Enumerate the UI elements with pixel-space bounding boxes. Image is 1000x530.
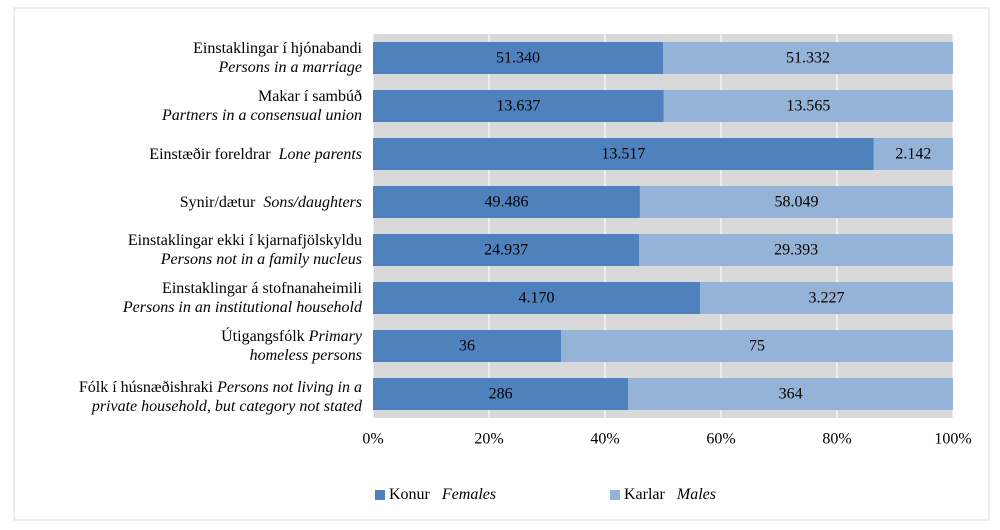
bar [373,90,664,122]
bar [873,138,953,170]
bar [639,186,953,218]
category-name: Fólk í húsnæðishraki [78,379,214,396]
data-label: 13.517 [601,146,645,163]
legend-label: Karlar Males [624,486,716,503]
bar [373,186,640,218]
category-name: Útigangsfólk [221,328,305,345]
bar [561,330,953,362]
x-tick-label: 100% [934,431,971,448]
category-name-en: Lone parents [278,145,362,163]
data-label: 13.565 [786,98,830,115]
x-tick-label: 60% [706,431,735,448]
data-label: 286 [489,386,513,403]
category-name-en: Persons not in a family nucleus [160,251,362,268]
category-name: Einstæðir foreldrar [149,145,271,163]
category-label: Útigangsfólk Primary homeless persons [172,322,362,370]
category-name: Einstaklingar ekki í kjarnafjölskyldu [127,232,362,249]
bar [628,378,953,410]
category-label: Makar í sambúð Partners in a consensual … [162,82,362,130]
category-name: Einstaklingar í hjónabandi [193,40,362,57]
data-label: 75 [749,338,765,355]
data-label: 2.142 [895,146,931,163]
category-label: Einstaklingar á stofnanaheimili Persons … [123,274,362,322]
data-label: 51.340 [496,50,540,67]
category-name: Synir/dætur [179,193,256,211]
category-name: Einstaklingar á stofnanaheimili [162,280,362,297]
category-label-text: Útigangsfólk Primary homeless persons [172,327,362,365]
x-tick-label: 40% [590,431,619,448]
bar [373,282,700,314]
data-label: 51.332 [786,50,830,67]
x-tick-label: 20% [474,431,503,448]
category-name-en: Partners in a consensual union [162,107,362,124]
category-label-text: Einstaklingar í hjónabandi Persons in a … [193,39,362,77]
bar [663,42,953,74]
category-label: Einstæðir foreldrar Lone parents [149,130,362,178]
legend-name: Karlar [624,486,666,503]
legend-swatch [610,490,620,500]
category-label-text: Fólk í húsnæðishraki Persons not living … [62,378,362,416]
bar [373,234,640,266]
category-label: Synir/dætur Sons/daughters [180,178,362,226]
category-name-en: Persons not living in a private househol… [91,379,362,415]
legend-name-en: Females [441,486,496,503]
bar [639,234,953,266]
legend-name: Konur [389,486,431,503]
category-label-text: Einstæðir foreldrar Lone parents [149,145,362,164]
category-label-text: Makar í sambúð Partners in a consensual … [162,87,362,125]
x-tick-label: 0% [362,431,383,448]
bar [373,378,629,410]
category-label-text: Einstaklingar á stofnanaheimili Persons … [123,279,362,317]
category-label-text: Einstaklingar ekki í kjarnafjölskyldu Pe… [128,231,362,269]
category-name-en: Sons/daughters [263,193,362,211]
data-label: 3.227 [808,290,844,307]
legend-swatch [375,490,385,500]
category-name: Makar í sambúð [258,88,362,105]
bar [699,282,953,314]
data-label: 36 [459,338,475,355]
data-label: 24.937 [484,242,528,259]
category-label: Fólk í húsnæðishraki Persons not living … [62,364,362,430]
category-label: Einstaklingar í hjónabandi Persons in a … [193,34,362,82]
data-label: 13.637 [496,98,540,115]
bar [663,90,953,122]
data-label: 4.170 [518,290,554,307]
x-tick-label: 80% [822,431,851,448]
bar [373,330,562,362]
data-label: 58.049 [774,194,818,211]
legend-name-en: Males [676,486,716,503]
bar [373,42,664,74]
data-label: 364 [779,386,803,403]
legend-label: Konur Females [389,486,496,503]
bar [373,138,874,170]
category-name-en: Primary homeless persons [249,328,362,364]
data-label: 49.486 [484,194,528,211]
category-label-text: Synir/dætur Sons/daughters [180,193,362,212]
category-name-en: Persons in an institutional household [122,299,362,316]
category-name-en: Persons in a marriage [218,59,362,76]
data-label: 29.393 [774,242,818,259]
category-label: Einstaklingar ekki í kjarnafjölskyldu Pe… [128,226,362,274]
